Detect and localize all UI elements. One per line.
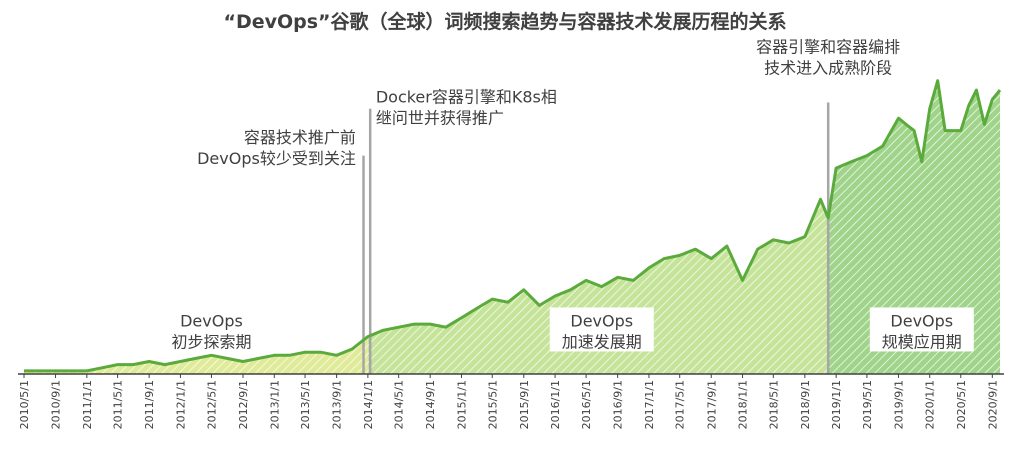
x-tick-label: 2018/9/1 <box>799 380 812 429</box>
phase-label-bg <box>869 307 974 352</box>
x-tick-label: 2015/9/1 <box>518 380 531 429</box>
x-tick-label: 2010/5/1 <box>18 380 31 429</box>
x-tick-label: 2017/5/1 <box>674 380 687 429</box>
area-hatch <box>24 80 1000 374</box>
x-tick-label: 2014/1/1 <box>362 380 375 429</box>
phase-label-line1: DevOps <box>180 311 243 330</box>
hatch-layer <box>24 80 1000 374</box>
x-tick-label: 2014/9/1 <box>424 380 437 429</box>
x-tick-label: 2016/9/1 <box>612 380 625 429</box>
x-tick-label: 2020/9/1 <box>986 380 999 429</box>
x-tick-label: 2019/1/1 <box>830 380 843 429</box>
series-line <box>24 79 1002 373</box>
phase-label-3: DevOps 规模应用期 <box>869 307 974 352</box>
phase-label-line2: 加速发展期 <box>562 332 642 351</box>
x-tick-label: 2011/5/1 <box>112 380 125 429</box>
phase-label-line2: 规模应用期 <box>882 332 962 351</box>
milestone-guides <box>362 102 830 374</box>
phase-label-bg <box>549 307 654 352</box>
x-tick-label: 2017/1/1 <box>643 380 656 429</box>
series-layer <box>24 79 1002 373</box>
phase-label-line1: DevOps <box>570 311 633 330</box>
x-tick-label: 2020/1/1 <box>924 380 937 429</box>
milestone-label-2-line2: 继问世并获得推广 <box>376 109 504 128</box>
x-tick-label: 2011/9/1 <box>143 380 156 429</box>
milestone-labels: 容器技术推广前 DevOps较少受到关注 Docker容器引擎和K8s相继问世并获得… <box>197 38 900 168</box>
x-tick-label: 2012/9/1 <box>237 380 250 429</box>
phase-label-line2: 初步探索期 <box>171 332 251 351</box>
x-tick-label: 2018/5/1 <box>767 380 780 429</box>
x-tick-label: 2011/1/1 <box>81 380 94 429</box>
x-axis: 2010/5/1 2010/9/1 2011/1/1 2011/5/1 2011/9/1… <box>18 373 1004 429</box>
x-tick-label: 2013/1/1 <box>268 380 281 429</box>
phase-label-2: DevOps 加速发展期 <box>549 307 654 352</box>
x-tick-label: 2016/5/1 <box>580 380 593 429</box>
x-tick-label: 2020/5/1 <box>955 380 968 429</box>
milestone-label-2-line1: Docker容器引擎和K8s相 <box>376 88 557 107</box>
milestone-label-3-line2: 技术进入成熟阶段 <box>764 59 892 78</box>
x-tick-label: 2015/5/1 <box>486 380 499 429</box>
x-tick-label: 2013/9/1 <box>331 380 344 429</box>
phase-labels: DevOps 初步探索期 DevOps 加速发展期 DevOps 规模应用期 <box>159 307 974 352</box>
x-tick-label: 2012/1/1 <box>174 380 187 429</box>
x-tick-label: 2010/9/1 <box>50 380 63 429</box>
phase-label-bg <box>159 307 264 352</box>
chart-title: “DevOps”谷歌（全球）词频搜索趋势与容器技术发展历程的关系 <box>223 10 786 33</box>
x-tick-label: 2015/1/1 <box>455 380 468 429</box>
x-tick-label: 2012/5/1 <box>205 380 218 429</box>
x-tick-label: 2019/5/1 <box>861 380 874 429</box>
milestone-label-3-line1: 容器引擎和容器编排 <box>756 38 900 57</box>
x-tick-label: 2014/5/1 <box>393 380 406 429</box>
milestone-label-1-line1: 容器技术推广前 <box>244 128 356 147</box>
phase-label-1: DevOps 初步探索期 <box>159 307 264 352</box>
x-tick-label: 2013/5/1 <box>299 380 312 429</box>
x-tick-label: 2016/1/1 <box>549 380 562 429</box>
x-tick-label: 2019/9/1 <box>892 380 905 429</box>
phase-label-line1: DevOps <box>890 311 953 330</box>
milestone-label-1-line2: DevOps较少受到关注 <box>197 149 356 168</box>
x-tick-label: 2017/9/1 <box>705 380 718 429</box>
x-tick-label: 2018/1/1 <box>737 380 750 429</box>
